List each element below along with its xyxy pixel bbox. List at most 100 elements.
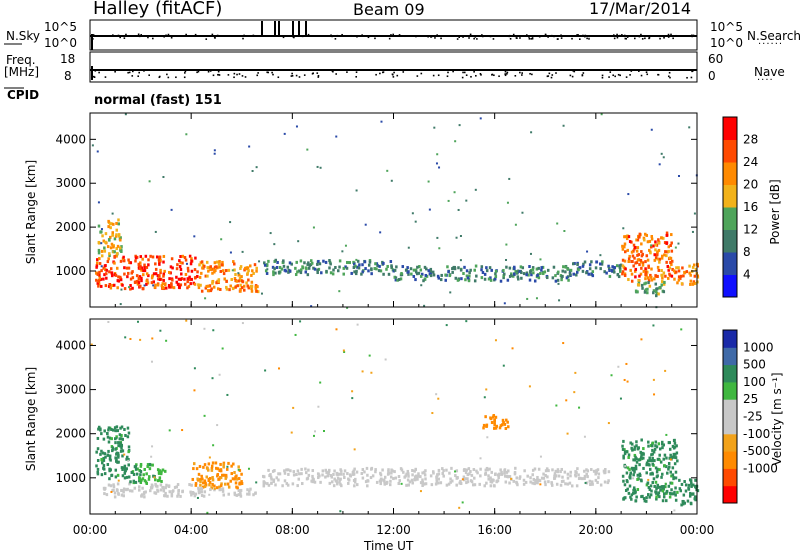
velocity-cell <box>647 485 651 489</box>
nsearch-dot <box>672 37 674 40</box>
power-cell <box>95 261 99 265</box>
velocity-cell <box>99 452 102 456</box>
power-cell <box>137 262 141 266</box>
velocity-cell <box>431 470 435 474</box>
velocity-cell <box>459 482 463 486</box>
power-cell <box>140 276 143 280</box>
velocity-cell <box>484 472 487 476</box>
power-cell <box>109 267 113 271</box>
power-cell <box>462 272 465 276</box>
power-cell <box>307 266 311 270</box>
power-cell <box>324 260 328 264</box>
power-cell <box>322 259 325 263</box>
nsearch-dot <box>621 34 623 36</box>
power-cell <box>156 274 160 278</box>
nave-dot <box>571 75 574 78</box>
power-cell <box>627 235 631 239</box>
power-cell <box>255 266 258 270</box>
velocity-cell <box>508 481 511 485</box>
velocity-cell <box>235 493 239 497</box>
power-cell <box>665 231 669 235</box>
velocity-noise-cell <box>494 339 497 342</box>
velocity-cell <box>170 492 174 496</box>
velocity-cell <box>542 476 546 480</box>
power-noise-cell <box>508 177 511 180</box>
power-cell <box>167 284 171 288</box>
velocity-cell <box>489 416 492 420</box>
power-cell <box>660 283 663 287</box>
power-cell <box>626 234 629 238</box>
power-cell <box>186 286 189 290</box>
x-tick-label: 08:00 <box>275 523 310 537</box>
power-cell <box>669 243 672 247</box>
velocity-cell <box>516 483 519 487</box>
power-cell <box>244 266 247 270</box>
power-noise-cell <box>693 212 696 215</box>
power-noise-cell <box>297 240 300 243</box>
power-cell <box>647 264 650 268</box>
nsearch-dot <box>588 38 590 40</box>
velocity-cell <box>120 446 123 450</box>
velocity-cell <box>629 471 633 475</box>
velocity-cell <box>434 482 438 486</box>
power-cell <box>689 273 692 277</box>
power-noise-cell <box>562 124 565 127</box>
velocity-cell <box>117 455 120 459</box>
velocity-cell <box>203 490 207 494</box>
velocity-cell <box>441 471 444 475</box>
power-noise-cell <box>341 250 344 253</box>
velocity-cell <box>383 482 387 486</box>
power-cell <box>294 266 297 270</box>
power-cell <box>162 254 166 258</box>
power-cell <box>157 258 161 262</box>
velocity-colorbar-tick: -100 <box>743 427 770 441</box>
velocity-cell <box>405 483 408 487</box>
power-cell <box>591 270 595 274</box>
velocity-cell <box>654 440 658 444</box>
velocity-cell <box>144 480 148 484</box>
velocity-cell <box>662 485 666 489</box>
power-colorbar-frame <box>722 116 738 298</box>
velocity-cell <box>134 464 137 468</box>
power-cell <box>661 254 664 258</box>
power-cell <box>630 272 634 276</box>
velocity-cell <box>214 461 218 465</box>
power-cell <box>206 266 209 270</box>
power-cell <box>100 254 104 258</box>
nsearch-dot <box>307 33 310 36</box>
power-cell <box>658 286 661 290</box>
power-cell <box>633 269 637 273</box>
velocity-cell <box>561 475 564 479</box>
nsearch-dot <box>252 34 255 37</box>
velocity-cell <box>335 479 338 483</box>
velocity-cell <box>628 468 631 472</box>
power-noise-cell <box>213 149 216 152</box>
velocity-cell <box>489 484 493 488</box>
power-cell <box>535 267 539 271</box>
power-cell <box>657 268 661 272</box>
velocity-cell <box>295 472 298 476</box>
velocity-cell <box>550 481 554 485</box>
power-cell <box>158 262 161 266</box>
velocity-cell <box>147 477 151 481</box>
velocity-cell <box>192 491 195 495</box>
nsky-tick-low: 10^0 <box>44 36 77 50</box>
velocity-cell <box>696 489 700 493</box>
velocity-cell <box>118 433 122 437</box>
power-cell <box>215 260 219 264</box>
velocity-cell <box>681 502 685 506</box>
velocity-cell <box>636 488 640 492</box>
power-cell <box>493 277 497 281</box>
velocity-cell <box>117 441 120 445</box>
velocity-cell <box>222 493 225 497</box>
velocity-colorbar-segment <box>723 416 737 435</box>
power-cell <box>210 287 213 291</box>
power-cell <box>104 284 108 288</box>
nave-dot <box>291 72 293 75</box>
velocity-cell <box>678 478 681 482</box>
power-cell <box>106 260 110 264</box>
nave-dot <box>645 71 648 73</box>
nsearch-dot <box>582 34 584 37</box>
power-cell <box>224 269 228 273</box>
velocity-cell <box>633 453 637 457</box>
